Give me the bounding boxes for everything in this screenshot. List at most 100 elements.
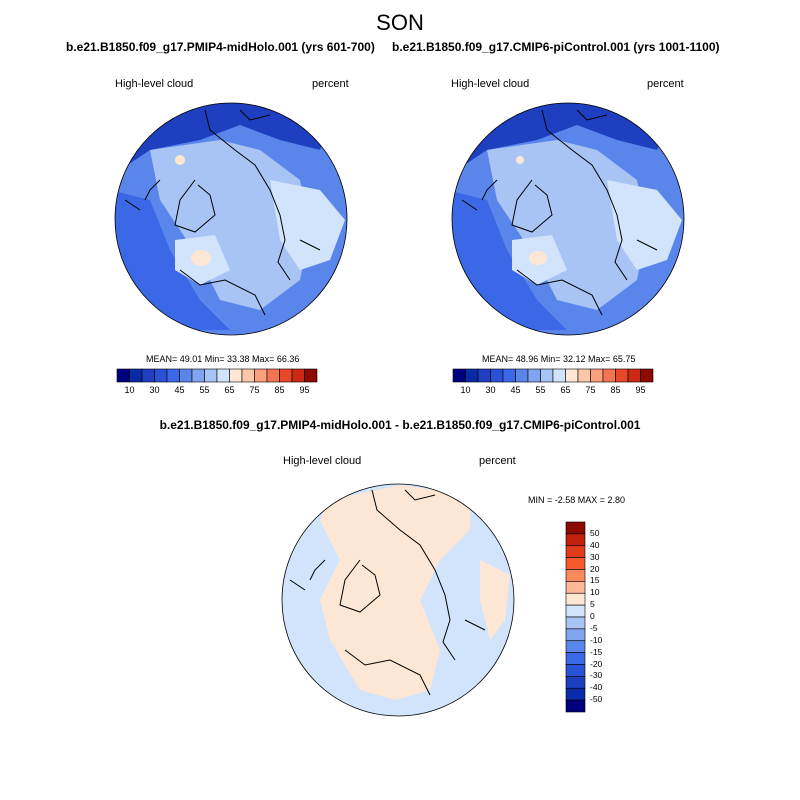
colorbar-tick-label: 55 bbox=[535, 385, 546, 395]
colorbar-swatch bbox=[540, 368, 554, 383]
colorbar-diff bbox=[565, 521, 586, 713]
colorbar-tick-label: 85 bbox=[610, 385, 621, 395]
colorbar-diff-tick-label: 30 bbox=[590, 551, 600, 562]
diff-case-title: b.e21.B1850.f09_g17.PMIP4-midHolo.001 - … bbox=[159, 418, 641, 432]
colorbar-tick-label: 65 bbox=[560, 385, 571, 395]
colorbar-diff-tick-label: -15 bbox=[590, 646, 603, 657]
panel2-units-label: percent bbox=[647, 78, 684, 90]
colorbar-swatch bbox=[627, 368, 641, 383]
panel1-variable-label: High-level cloud bbox=[115, 78, 194, 90]
colorbar-diff-swatch bbox=[565, 533, 586, 547]
map1-region-pale bbox=[270, 180, 345, 270]
colorbar-swatch bbox=[266, 368, 280, 383]
colorbar-diff-tick-label: -50 bbox=[590, 694, 603, 705]
colorbar-diff-swatch bbox=[565, 545, 586, 558]
colorbar-swatch bbox=[565, 368, 579, 383]
colorbar-diff-tick-label: 15 bbox=[590, 575, 600, 586]
colorbar-swatch bbox=[216, 368, 230, 383]
panel2-case-title: b.e21.B1850.f09_g17.CMIP6-piControl.001 … bbox=[392, 40, 720, 54]
colorbar-diff-swatch bbox=[565, 557, 586, 570]
colorbar-diff-swatch bbox=[565, 640, 586, 653]
colorbar-swatch bbox=[552, 368, 566, 383]
colorbar-swatch bbox=[204, 368, 218, 383]
panel2-stats: MEAN= 48.96 Min= 32.12 Max= 65.75 bbox=[482, 354, 636, 364]
colorbar-swatch bbox=[179, 368, 193, 383]
map1-border bbox=[114, 102, 348, 336]
colorbar-tick-label: 10 bbox=[460, 385, 471, 395]
colorbar-tick-label: 65 bbox=[224, 385, 235, 395]
map2-coastline bbox=[461, 109, 658, 316]
colorbar-diff-swatch bbox=[565, 521, 586, 535]
colorbar-diff-swatch bbox=[565, 581, 586, 594]
map1-region-peach bbox=[191, 250, 211, 266]
panel1-stats: MEAN= 49.01 Min= 33.38 Max= 66.36 bbox=[146, 354, 300, 364]
map-diff-panel bbox=[282, 484, 514, 716]
colorbar-tick-label: 55 bbox=[199, 385, 210, 395]
panel1-units-label: percent bbox=[312, 78, 349, 90]
map3-region-peach bbox=[320, 485, 470, 700]
colorbar-diff-tick-label: -40 bbox=[590, 682, 603, 693]
colorbar-swatch bbox=[241, 368, 255, 383]
colorbar-diff-swatch bbox=[565, 699, 586, 713]
colorbar-tick-label: 30 bbox=[149, 385, 160, 395]
colorbar-diff-tick-label: -5 bbox=[590, 622, 598, 633]
colorbar-diff-tick-label: -10 bbox=[590, 634, 603, 645]
colorbar-diff-tick-label: 50 bbox=[590, 527, 600, 538]
panel2-variable-label: High-level cloud bbox=[451, 78, 530, 90]
map3-border bbox=[281, 483, 515, 717]
colorbar-diff-tick-label: 0 bbox=[590, 611, 595, 621]
colorbar-diff-tick-label: -20 bbox=[590, 658, 603, 669]
colorbar-swatch bbox=[229, 368, 243, 383]
colorbar-tick-label: 75 bbox=[585, 385, 596, 395]
colorbar-swatch bbox=[254, 368, 268, 383]
colorbar-swatch bbox=[452, 368, 466, 383]
colorbar-diff-swatch bbox=[565, 664, 586, 677]
colorbar-diff-swatch bbox=[565, 687, 586, 701]
colorbar-tick-label: 75 bbox=[249, 385, 260, 395]
colorbar-swatch bbox=[129, 368, 143, 383]
map2-region-peach-2 bbox=[516, 156, 524, 164]
colorbar-diff-swatch bbox=[565, 604, 586, 618]
colorbar-diff-tick-label: 40 bbox=[590, 539, 600, 550]
colorbar-diff-swatch bbox=[565, 628, 586, 642]
colorbar-diff-swatch bbox=[565, 569, 586, 582]
map-panel1 bbox=[115, 103, 347, 335]
colorbar-tick-label: 85 bbox=[274, 385, 285, 395]
map1-region-peach-2 bbox=[175, 155, 185, 165]
map2-region-light bbox=[487, 140, 647, 310]
colorbar-diff-swatch bbox=[565, 676, 586, 689]
colorbar-panel1 bbox=[116, 368, 318, 383]
colorbar-swatch bbox=[477, 368, 491, 383]
colorbar-swatch bbox=[141, 368, 155, 383]
colorbar-swatch bbox=[166, 368, 180, 383]
colorbar-swatch bbox=[515, 368, 529, 383]
colorbar-swatch bbox=[465, 368, 479, 383]
colorbar-diff-swatch bbox=[565, 652, 586, 665]
panel1-case-title: b.e21.B1850.f09_g17.PMIP4-midHolo.001 (y… bbox=[66, 40, 375, 54]
map2-region-pale bbox=[607, 180, 682, 270]
colorbar-swatch bbox=[502, 368, 516, 383]
colorbar-diff-swatch bbox=[565, 616, 586, 630]
diff-stats: MIN = -2.58 MAX = 2.80 bbox=[528, 495, 626, 505]
map-panel2 bbox=[452, 103, 684, 335]
figure-title: SON bbox=[376, 10, 424, 35]
colorbar-tick-label: 10 bbox=[124, 385, 135, 395]
colorbar-swatch bbox=[590, 368, 604, 383]
colorbar-diff-tick-label: 10 bbox=[590, 587, 600, 598]
colorbar-swatch bbox=[304, 368, 318, 383]
colorbar-swatch bbox=[490, 368, 504, 383]
colorbar-diff-tick-label: -30 bbox=[590, 670, 603, 681]
map2-region-peach bbox=[529, 251, 547, 265]
diff-variable-label: High-level cloud bbox=[283, 455, 362, 467]
map1-coastline bbox=[124, 109, 321, 316]
colorbar-tick-label: 95 bbox=[299, 385, 310, 395]
colorbar-diff-swatch bbox=[565, 592, 586, 606]
map3-coastline bbox=[289, 489, 486, 696]
colorbar-panel2 bbox=[452, 368, 654, 383]
colorbar-tick-label: 45 bbox=[174, 385, 185, 395]
colorbar-tick-label: 95 bbox=[635, 385, 646, 395]
colorbar-swatch bbox=[602, 368, 616, 383]
colorbar-swatch bbox=[527, 368, 541, 383]
colorbar-swatch bbox=[291, 368, 305, 383]
colorbar-swatch bbox=[116, 368, 130, 383]
